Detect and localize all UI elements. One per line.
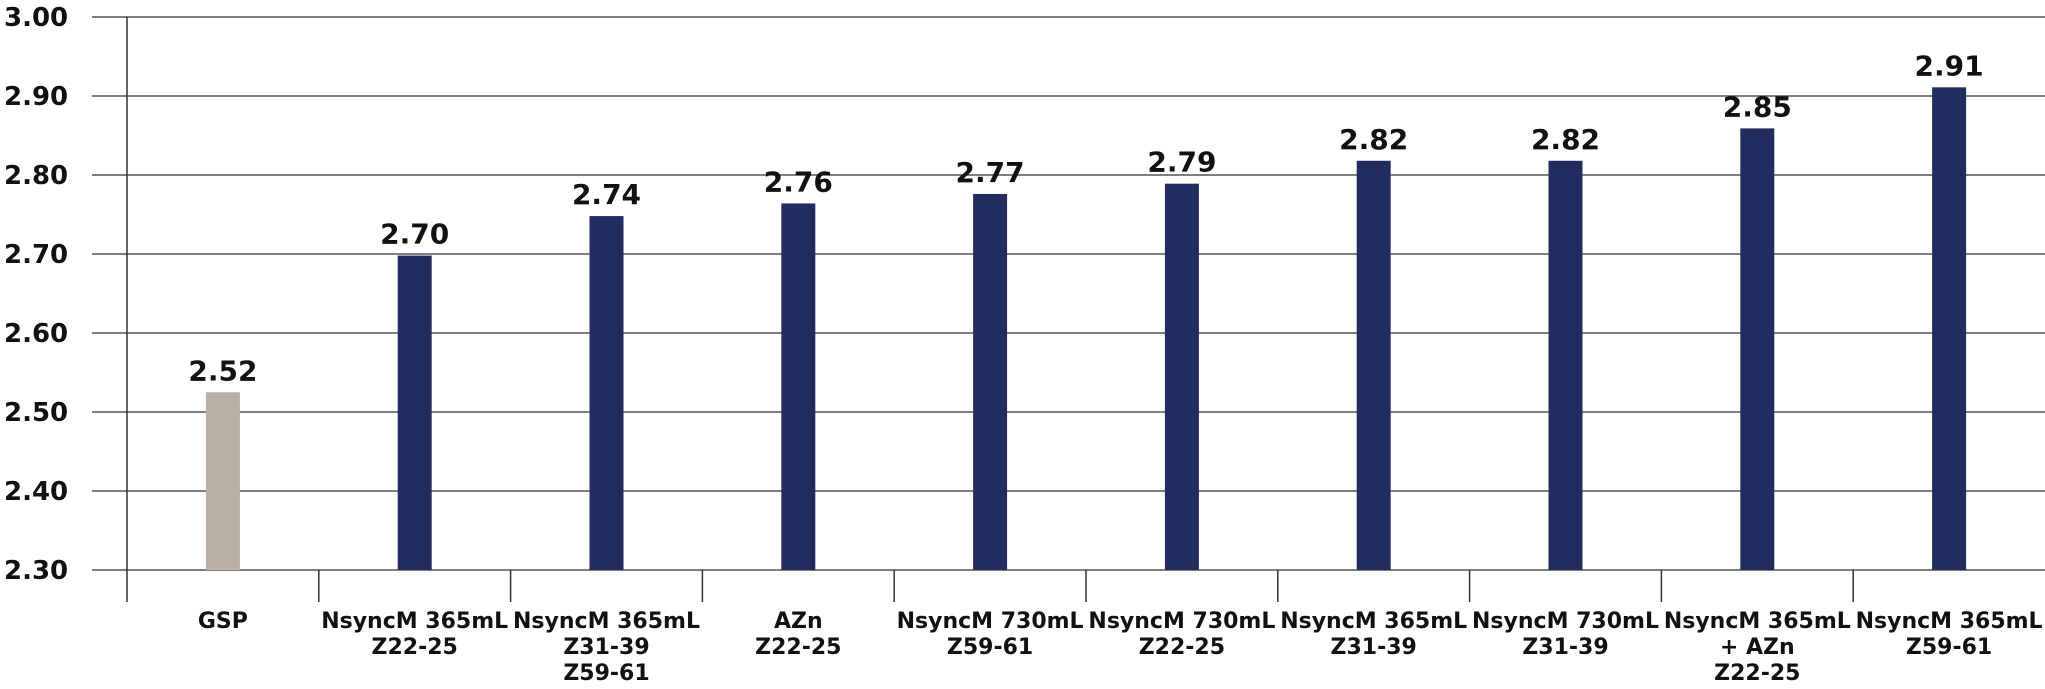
category-label: Z22-25	[1714, 661, 1800, 686]
y-tick-label: 2.90	[4, 82, 68, 112]
value-label: 2.79	[1147, 146, 1216, 179]
category-label: Z31-39	[563, 635, 649, 660]
value-label: 2.52	[188, 354, 257, 387]
category-label: Z22-25	[1139, 635, 1225, 660]
category-label: Z59-61	[1906, 635, 1992, 660]
bar	[973, 193, 1008, 570]
category-label: NsyncM 365mL	[321, 609, 508, 634]
value-label: 2.70	[380, 218, 449, 251]
y-tick-labels: 2.30 2.40 2.50 2.60 2.70 2.80 2.90 3.00	[4, 3, 68, 586]
value-label: 2.85	[1723, 90, 1792, 123]
bar	[397, 255, 432, 570]
bar	[205, 392, 240, 570]
category-label: NsyncM 365mL	[1856, 609, 2043, 634]
y-tick-label: 2.80	[4, 161, 68, 191]
bar	[1356, 160, 1391, 570]
bar	[781, 203, 816, 570]
value-label: 2.74	[572, 178, 641, 211]
bar	[1164, 183, 1199, 570]
value-label: 2.82	[1531, 123, 1600, 156]
category-label: Z22-25	[372, 635, 458, 660]
y-tick-label: 2.70	[4, 240, 68, 270]
category-label: NsyncM 730mL	[897, 609, 1084, 634]
value-labels: 2.52 2.70 2.74 2.76 2.77 2.79 2.82 2.82 2.85 2.91	[188, 49, 1983, 387]
value-label: 2.77	[956, 156, 1025, 189]
bars	[205, 87, 1967, 570]
bar	[1932, 87, 1967, 570]
category-label: Z59-61	[947, 635, 1033, 660]
category-label: NsyncM 365mL	[513, 609, 700, 634]
category-label: GSP	[198, 609, 248, 634]
bar	[1740, 128, 1775, 570]
category-label: NsyncM 365mL	[1664, 609, 1851, 634]
category-label: Z31-39	[1331, 635, 1417, 660]
category-label: Z22-25	[755, 635, 841, 660]
category-label: + AZn	[1720, 635, 1795, 660]
y-tick-label: 2.50	[4, 398, 68, 428]
value-label: 2.76	[764, 165, 833, 198]
y-tick-label: 2.30	[4, 556, 68, 586]
category-label: NsyncM 730mL	[1472, 609, 1659, 634]
y-tick-label: 2.60	[4, 319, 68, 349]
y-tick-label: 2.40	[4, 477, 68, 507]
category-label: Z59-61	[563, 661, 649, 686]
value-label: 2.82	[1339, 123, 1408, 156]
y-tick-label: 3.00	[4, 3, 68, 33]
category-label: NsyncM 365mL	[1280, 609, 1467, 634]
category-label: Z31-39	[1522, 635, 1608, 660]
category-label: AZn	[774, 609, 823, 634]
value-label: 2.91	[1915, 49, 1984, 82]
axes	[126, 17, 1854, 602]
category-label: NsyncM 730mL	[1088, 609, 1275, 634]
bar	[589, 216, 624, 570]
bar	[1548, 160, 1583, 570]
